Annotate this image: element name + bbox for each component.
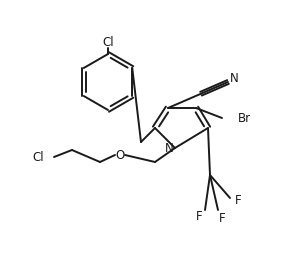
Text: Cl: Cl <box>32 150 44 163</box>
Text: N: N <box>230 71 238 84</box>
Text: O: O <box>115 148 125 162</box>
Text: Br: Br <box>238 112 251 125</box>
Text: F: F <box>219 212 225 225</box>
Text: Cl: Cl <box>102 35 114 48</box>
Text: N: N <box>165 141 174 155</box>
Text: F: F <box>196 210 202 222</box>
Text: F: F <box>235 193 241 206</box>
